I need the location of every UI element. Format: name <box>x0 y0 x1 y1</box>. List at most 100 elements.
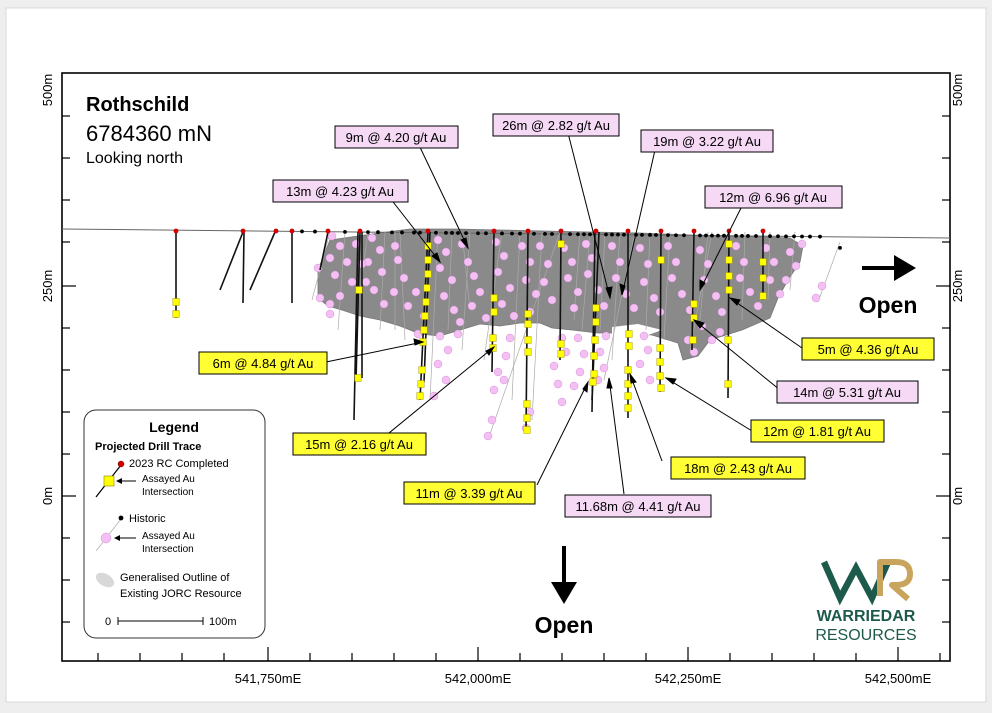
historic-collar <box>716 234 720 238</box>
historic-collar <box>390 230 394 234</box>
historic-collar <box>568 232 572 236</box>
historic-intersection-dot <box>544 260 552 268</box>
historic-intersection-dot <box>380 300 388 308</box>
historic-intersection-dot <box>584 270 592 278</box>
historic-collar <box>476 231 480 235</box>
historic-collar <box>818 235 822 239</box>
historic-intersection-dot <box>490 386 498 394</box>
historic-intersection-dot <box>754 302 762 310</box>
historic-collar <box>800 235 804 239</box>
rc-intersection-marker <box>726 241 732 248</box>
historic-intersection-dot <box>640 278 648 286</box>
historic-intersection-dot <box>550 362 558 370</box>
historic-intersection-dot <box>798 240 806 248</box>
rc-collar <box>594 229 599 234</box>
historic-intersection-dot <box>766 276 774 284</box>
historic-intersection-dot <box>518 242 526 250</box>
intercept-15m-2.16: 15m @ 2.16 g/t Au <box>305 437 413 452</box>
intercept-5m-4.36: 5m @ 4.36 g/t Au <box>818 342 919 357</box>
historic-collar <box>588 232 592 236</box>
historic-intersection-dot <box>336 242 344 250</box>
intercept-11.68m-4.41: 11.68m @ 4.41 g/t Au <box>576 499 701 514</box>
historic-intersection-dot <box>600 364 608 372</box>
historic-collar <box>604 233 608 237</box>
historic-collar <box>532 232 536 236</box>
historic-intersection-dot <box>616 258 624 266</box>
historic-collar <box>776 234 780 238</box>
historic-collar <box>622 233 626 237</box>
rc-intersection-marker <box>558 351 564 358</box>
historic-intersection-dot <box>394 256 402 264</box>
rc-intersection-marker <box>591 353 597 360</box>
historic-intersection-dot <box>696 246 704 254</box>
historic-intersection-dot <box>476 288 484 296</box>
historic-intersection-dot <box>456 318 464 326</box>
rc-intersection-marker <box>657 359 663 366</box>
historic-intersection-dot <box>574 334 582 342</box>
historic-intersection-dot <box>434 236 442 244</box>
rc-intersection-marker <box>418 381 424 388</box>
historic-collar <box>464 231 468 235</box>
historic-collar <box>518 232 522 236</box>
historic-collar <box>722 234 726 238</box>
historic-intersection-dot <box>690 348 698 356</box>
historic-collar <box>654 233 658 237</box>
rc-collar <box>241 229 246 234</box>
x-tick-541750: 541,750mE <box>235 671 302 686</box>
rc-intersection-marker <box>726 287 732 294</box>
rc-intersection-marker <box>524 401 530 408</box>
rc-intersection-marker <box>173 299 179 306</box>
historic-collar <box>698 234 702 238</box>
rc-intersection-marker <box>625 405 631 412</box>
rc-intersection-marker <box>658 385 664 392</box>
historic-collar <box>576 232 580 236</box>
rc-intersection-marker <box>490 335 496 342</box>
historic-intersection-dot <box>468 302 476 310</box>
historic-intersection-dot <box>540 278 548 286</box>
historic-intersection-dot <box>436 332 444 340</box>
historic-intersection-dot <box>326 310 334 318</box>
rc-intersection-marker <box>491 309 497 316</box>
historic-intersection-dot <box>644 346 652 354</box>
historic-intersection-dot <box>570 382 578 390</box>
historic-intersection-dot <box>448 276 456 284</box>
historic-intersection-dot <box>812 294 820 302</box>
historic-collar <box>838 246 842 250</box>
rc-intersection-marker <box>558 341 564 348</box>
rc-intersection-marker <box>424 285 430 292</box>
historic-intersection-dot <box>326 300 334 308</box>
historic-intersection-dot <box>522 276 530 284</box>
historic-collar <box>582 232 586 236</box>
legend-scale-100: 100m <box>209 616 237 628</box>
historic-intersection-dot <box>316 294 324 302</box>
historic-intersection-dot <box>580 350 588 358</box>
historic-intersection-dot <box>582 240 590 248</box>
rc-intersection-marker <box>355 375 361 382</box>
intercept-14m-5.31: 14m @ 5.31 g/t Au <box>793 385 901 400</box>
rc-collar <box>692 229 697 234</box>
rc-intersection-marker <box>726 273 732 280</box>
historic-collar <box>400 231 404 235</box>
rc-intersection-marker <box>525 337 531 344</box>
rc-intersection-marker <box>525 349 531 356</box>
historic-collar <box>674 233 678 237</box>
historic-intersection-dot <box>343 258 351 266</box>
historic-intersection-dot <box>740 258 748 266</box>
figure-title: Rothschild <box>86 94 189 116</box>
rc-intersection-marker <box>417 393 423 400</box>
y-tick-left-500: 500m <box>40 74 55 107</box>
historic-collar <box>500 232 504 236</box>
historic-collar <box>450 231 454 235</box>
rc-intersection-marker <box>657 373 663 380</box>
historic-collar <box>366 230 370 234</box>
rc-intersection-marker <box>524 415 530 422</box>
historic-collar <box>704 234 708 238</box>
historic-intersection-dot <box>612 274 620 282</box>
historic-collar <box>484 231 488 235</box>
y-tick-right-250: 250m <box>950 270 965 303</box>
legend-jorc-1: Generalised Outline of <box>120 572 230 584</box>
rc-intersection-marker <box>593 319 599 326</box>
rc-collar <box>326 229 331 234</box>
historic-intersection-dot <box>718 308 726 316</box>
